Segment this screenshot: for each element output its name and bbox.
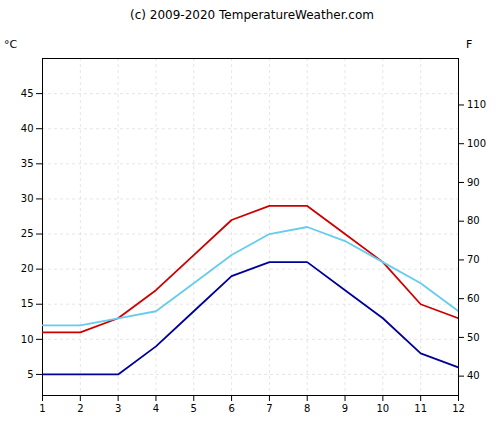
svg-text:40: 40 — [21, 123, 34, 134]
svg-text:1: 1 — [39, 403, 45, 414]
svg-text:F: F — [466, 38, 472, 51]
svg-text:45: 45 — [21, 88, 34, 99]
svg-text:90: 90 — [467, 177, 480, 188]
svg-text:20: 20 — [21, 263, 34, 274]
svg-text:9: 9 — [342, 403, 348, 414]
svg-text:110: 110 — [467, 99, 486, 110]
svg-text:30: 30 — [21, 193, 34, 204]
svg-text:11: 11 — [414, 403, 427, 414]
svg-text:3: 3 — [115, 403, 121, 414]
html-text:(c) 2009-2020 TemperatureWeath: (c) 2009-2020 TemperatureWeather.com — [130, 8, 374, 22]
svg-text:5: 5 — [191, 403, 197, 414]
svg-text:12: 12 — [452, 403, 465, 414]
svg-text:7: 7 — [266, 403, 272, 414]
svg-text:60: 60 — [467, 293, 480, 304]
svg-text:10: 10 — [21, 334, 34, 345]
svg-text:°C: °C — [4, 38, 18, 51]
svg-text:70: 70 — [467, 254, 480, 265]
svg-text:10: 10 — [376, 403, 389, 414]
svg-text:6: 6 — [228, 403, 234, 414]
svg-text:4: 4 — [153, 403, 159, 414]
svg-text:25: 25 — [21, 228, 34, 239]
svg-text:8: 8 — [304, 403, 310, 414]
svg-text:50: 50 — [467, 332, 480, 343]
svg-text:35: 35 — [21, 158, 34, 169]
svg-text:40: 40 — [467, 370, 480, 381]
svg-text:5: 5 — [27, 369, 33, 380]
svg-text:15: 15 — [21, 298, 34, 309]
svg-text:100: 100 — [467, 138, 486, 149]
svg-text:80: 80 — [467, 215, 480, 226]
svg-text:2: 2 — [77, 403, 83, 414]
